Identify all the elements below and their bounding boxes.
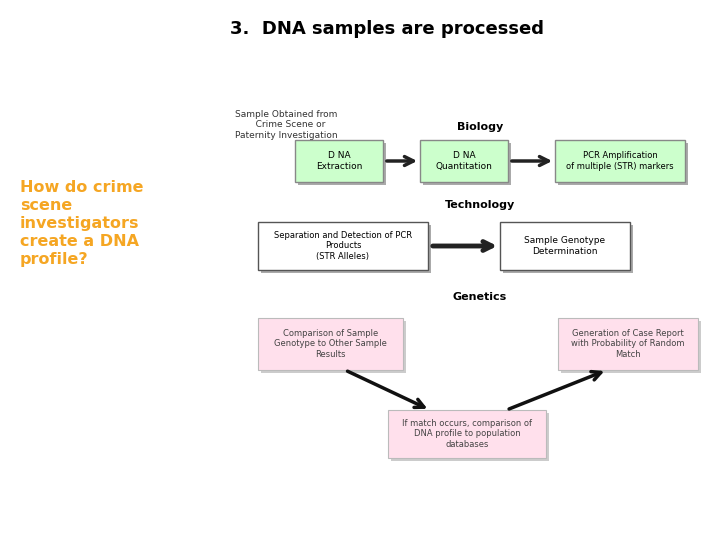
Text: D NA
Quantitation: D NA Quantitation — [436, 151, 492, 171]
Text: Biology: Biology — [457, 122, 503, 132]
FancyBboxPatch shape — [258, 222, 428, 270]
FancyBboxPatch shape — [500, 222, 630, 270]
FancyBboxPatch shape — [558, 143, 688, 185]
Text: PCR Amplification
of multiple (STR) markers: PCR Amplification of multiple (STR) mark… — [566, 151, 674, 171]
Text: Separation and Detection of PCR
Products
(STR Alleles): Separation and Detection of PCR Products… — [274, 231, 412, 261]
Text: Genetics: Genetics — [453, 292, 507, 302]
FancyBboxPatch shape — [391, 413, 549, 461]
Text: Sample Genotype
Determination: Sample Genotype Determination — [524, 237, 606, 256]
FancyBboxPatch shape — [261, 225, 431, 273]
FancyBboxPatch shape — [423, 143, 511, 185]
Text: 3.  DNA samples are processed: 3. DNA samples are processed — [230, 20, 544, 38]
Text: Generation of Case Report
with Probability of Random
Match: Generation of Case Report with Probabili… — [571, 329, 685, 359]
Text: If match occurs, comparison of
DNA profile to population
databases: If match occurs, comparison of DNA profi… — [402, 419, 532, 449]
Text: D NA
Extraction: D NA Extraction — [316, 151, 362, 171]
FancyBboxPatch shape — [503, 225, 633, 273]
FancyBboxPatch shape — [420, 140, 508, 182]
Text: How do crime
scene
investigators
create a DNA
profile?: How do crime scene investigators create … — [20, 180, 143, 267]
FancyBboxPatch shape — [298, 143, 386, 185]
Text: Sample Obtained from
   Crime Scene or
Paternity Investigation: Sample Obtained from Crime Scene or Pate… — [235, 110, 338, 140]
FancyBboxPatch shape — [261, 321, 406, 373]
FancyBboxPatch shape — [558, 318, 698, 370]
Text: Technology: Technology — [445, 200, 515, 210]
FancyBboxPatch shape — [561, 321, 701, 373]
FancyBboxPatch shape — [555, 140, 685, 182]
FancyBboxPatch shape — [388, 410, 546, 458]
FancyBboxPatch shape — [295, 140, 383, 182]
FancyBboxPatch shape — [258, 318, 403, 370]
Text: Comparison of Sample
Genotype to Other Sample
Results: Comparison of Sample Genotype to Other S… — [274, 329, 387, 359]
